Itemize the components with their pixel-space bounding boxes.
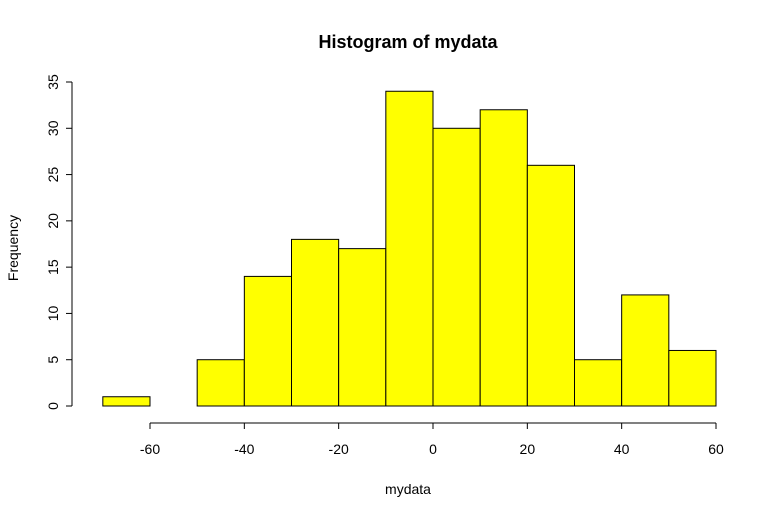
histogram-bar bbox=[479, 109, 528, 407]
histogram-bar bbox=[196, 359, 245, 407]
y-tick-label: 10 bbox=[45, 305, 61, 321]
y-tick-label: 15 bbox=[45, 259, 61, 275]
histogram-bar bbox=[243, 275, 292, 407]
x-tick-label: 40 bbox=[614, 441, 630, 457]
histogram-bar bbox=[291, 238, 340, 407]
histogram-bar bbox=[668, 349, 717, 407]
x-tick-label: -60 bbox=[140, 441, 160, 457]
x-axis: -60 -40 -20 0 20 40 60 bbox=[140, 422, 724, 457]
histogram-bar bbox=[385, 90, 434, 407]
y-axis-label: Frequency bbox=[5, 215, 21, 281]
histogram-bar bbox=[338, 248, 387, 407]
y-tick-label: 25 bbox=[45, 167, 61, 183]
x-tick-label: -40 bbox=[234, 441, 254, 457]
x-tick-label: 60 bbox=[708, 441, 724, 457]
x-tick-label: 0 bbox=[429, 441, 437, 457]
x-tick-label: 20 bbox=[520, 441, 536, 457]
y-tick-label: 5 bbox=[45, 356, 61, 364]
x-tick-label: -20 bbox=[329, 441, 349, 457]
histogram-bar bbox=[621, 294, 670, 407]
histogram-bar bbox=[574, 359, 623, 407]
y-tick-label: 35 bbox=[45, 74, 61, 90]
y-tick-label: 20 bbox=[45, 213, 61, 229]
histogram-bar bbox=[526, 164, 575, 407]
y-axis: 0 5 10 15 20 25 30 35 bbox=[45, 74, 73, 410]
y-tick-label: 30 bbox=[45, 120, 61, 136]
histogram-bar bbox=[432, 127, 481, 407]
histogram-bars bbox=[102, 90, 717, 407]
y-tick-label: 0 bbox=[45, 402, 61, 410]
histogram-bar bbox=[102, 396, 151, 407]
x-axis-label: mydata bbox=[385, 481, 431, 497]
chart-title: Histogram of mydata bbox=[318, 32, 498, 52]
